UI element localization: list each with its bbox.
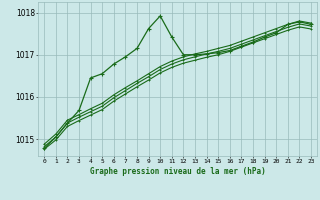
X-axis label: Graphe pression niveau de la mer (hPa): Graphe pression niveau de la mer (hPa) [90,167,266,176]
